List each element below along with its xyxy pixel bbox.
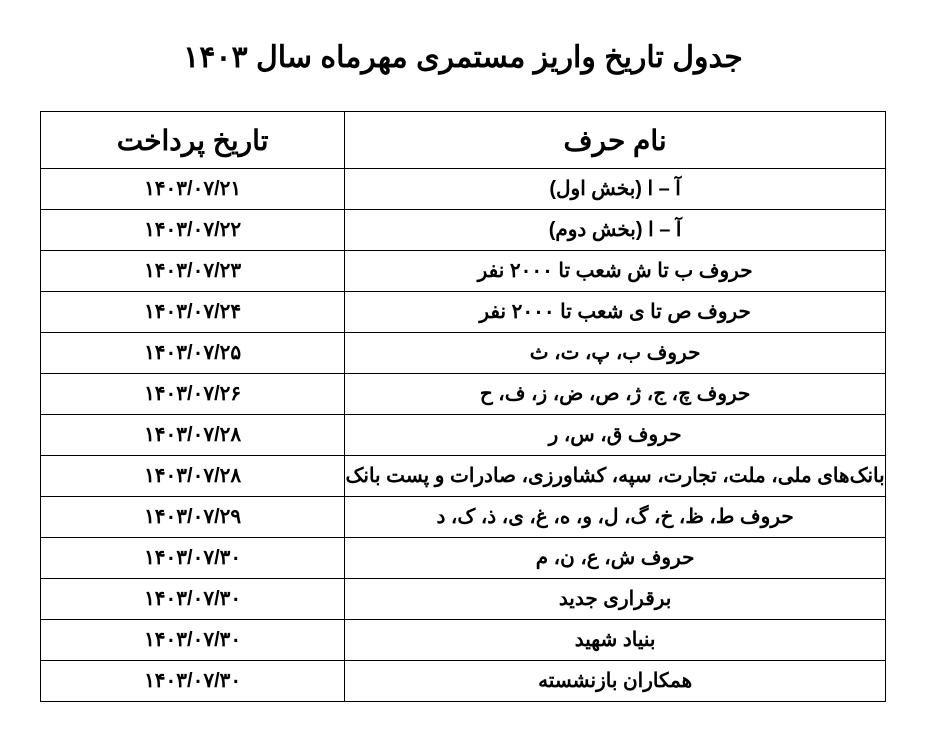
- cell-date: ۱۴۰۳/۰۷/۲۳: [41, 251, 345, 292]
- table-row: حروف چ، ج، ژ، ص، ض، ز، ف، ح۱۴۰۳/۰۷/۲۶: [41, 374, 886, 415]
- table-header-row: نام حرف تاریخ پرداخت: [41, 112, 886, 169]
- table-row: همکاران بازنشسته۱۴۰۳/۰۷/۳۰: [41, 661, 886, 702]
- cell-date: ۱۴۰۳/۰۷/۲۶: [41, 374, 345, 415]
- cell-date: ۱۴۰۳/۰۷/۳۰: [41, 579, 345, 620]
- cell-date: ۱۴۰۳/۰۷/۲۱: [41, 169, 345, 210]
- table-row: بنیاد شهید۱۴۰۳/۰۷/۳۰: [41, 620, 886, 661]
- table-row: حروف ط، ظ، خ، گ، ل، و، ه، غ، ی، ذ، ک، د۱…: [41, 497, 886, 538]
- table-row: آ – ا (بخش دوم)۱۴۰۳/۰۷/۲۲: [41, 210, 886, 251]
- table-row: حروف ص تا ی شعب تا ۲۰۰۰ نفر۱۴۰۳/۰۷/۲۴: [41, 292, 886, 333]
- cell-letter: حروف ص تا ی شعب تا ۲۰۰۰ نفر: [345, 292, 886, 333]
- payment-schedule-table: نام حرف تاریخ پرداخت آ – ا (بخش اول)۱۴۰۳…: [40, 111, 886, 702]
- cell-letter: برقراری جدید: [345, 579, 886, 620]
- cell-letter: حروف ق، س، ر: [345, 415, 886, 456]
- cell-date: ۱۴۰۳/۰۷/۲۸: [41, 456, 345, 497]
- cell-date: ۱۴۰۳/۰۷/۲۲: [41, 210, 345, 251]
- page-title: جدول تاریخ واریز مستمری مهرماه سال ۱۴۰۳: [40, 40, 886, 75]
- cell-date: ۱۴۰۳/۰۷/۳۰: [41, 538, 345, 579]
- cell-letter: بانک‌های ملی، ملت، تجارت، سپه، کشاورزی، …: [345, 456, 886, 497]
- cell-date: ۱۴۰۳/۰۷/۳۰: [41, 661, 345, 702]
- table-row: حروف ش، ع، ن، م۱۴۰۳/۰۷/۳۰: [41, 538, 886, 579]
- header-letter: نام حرف: [345, 112, 886, 169]
- table-row: برقراری جدید۱۴۰۳/۰۷/۳۰: [41, 579, 886, 620]
- cell-letter: حروف ب، پ، ت، ث: [345, 333, 886, 374]
- cell-date: ۱۴۰۳/۰۷/۲۴: [41, 292, 345, 333]
- cell-letter: آ – ا (بخش دوم): [345, 210, 886, 251]
- table-row: بانک‌های ملی، ملت، تجارت، سپه، کشاورزی، …: [41, 456, 886, 497]
- cell-date: ۱۴۰۳/۰۷/۲۹: [41, 497, 345, 538]
- table-row: آ – ا (بخش اول)۱۴۰۳/۰۷/۲۱: [41, 169, 886, 210]
- cell-letter: حروف ب تا ش شعب تا ۲۰۰۰ نفر: [345, 251, 886, 292]
- cell-letter: بنیاد شهید: [345, 620, 886, 661]
- cell-letter: آ – ا (بخش اول): [345, 169, 886, 210]
- page: جدول تاریخ واریز مستمری مهرماه سال ۱۴۰۳ …: [0, 0, 926, 742]
- cell-date: ۱۴۰۳/۰۷/۲۵: [41, 333, 345, 374]
- cell-date: ۱۴۰۳/۰۷/۲۸: [41, 415, 345, 456]
- cell-letter: حروف چ، ج، ژ، ص، ض، ز، ف، ح: [345, 374, 886, 415]
- cell-letter: همکاران بازنشسته: [345, 661, 886, 702]
- table-row: حروف ب، پ، ت، ث۱۴۰۳/۰۷/۲۵: [41, 333, 886, 374]
- table-body: آ – ا (بخش اول)۱۴۰۳/۰۷/۲۱آ – ا (بخش دوم)…: [41, 169, 886, 702]
- cell-date: ۱۴۰۳/۰۷/۳۰: [41, 620, 345, 661]
- cell-letter: حروف ط، ظ، خ، گ، ل، و، ه، غ، ی، ذ، ک، د: [345, 497, 886, 538]
- cell-letter: حروف ش، ع، ن، م: [345, 538, 886, 579]
- table-row: حروف ب تا ش شعب تا ۲۰۰۰ نفر۱۴۰۳/۰۷/۲۳: [41, 251, 886, 292]
- header-date: تاریخ پرداخت: [41, 112, 345, 169]
- table-row: حروف ق، س، ر۱۴۰۳/۰۷/۲۸: [41, 415, 886, 456]
